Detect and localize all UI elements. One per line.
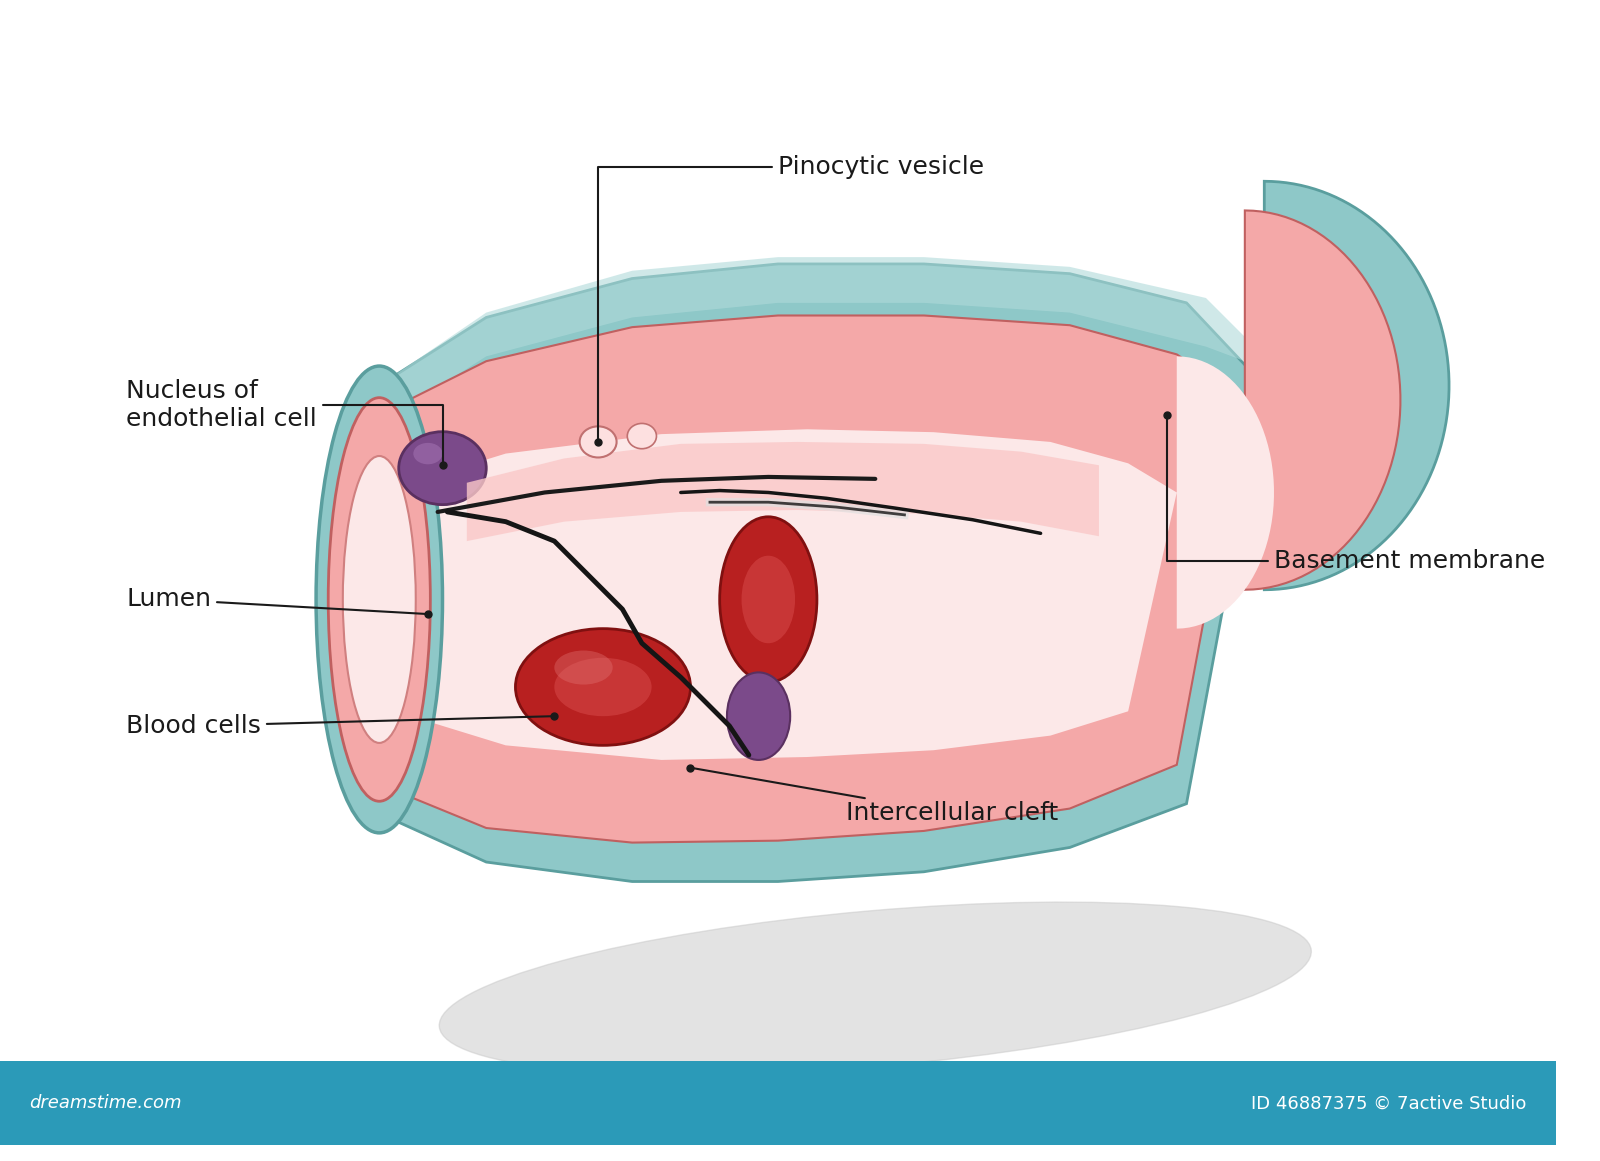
- Ellipse shape: [317, 366, 443, 832]
- Ellipse shape: [720, 517, 818, 683]
- Ellipse shape: [440, 902, 1312, 1075]
- Text: ID 46887375 © 7active Studio: ID 46887375 © 7active Studio: [1251, 1094, 1526, 1112]
- Polygon shape: [467, 442, 1099, 541]
- Polygon shape: [379, 181, 1450, 881]
- Ellipse shape: [328, 398, 430, 801]
- Text: Lumen: Lumen: [126, 587, 426, 614]
- Text: Blood cells: Blood cells: [126, 714, 552, 738]
- Polygon shape: [379, 257, 1283, 425]
- Ellipse shape: [741, 556, 795, 643]
- Text: dreamstime.com: dreamstime.com: [29, 1094, 182, 1112]
- Text: Basement membrane: Basement membrane: [1166, 418, 1546, 572]
- Bar: [0, 1061, 1557, 1145]
- Ellipse shape: [342, 456, 416, 743]
- Ellipse shape: [554, 650, 613, 685]
- Ellipse shape: [627, 424, 656, 448]
- Text: Pinocytic vesicle: Pinocytic vesicle: [598, 154, 984, 439]
- Ellipse shape: [726, 672, 790, 760]
- Text: Nucleus of
endothelial cell: Nucleus of endothelial cell: [126, 378, 443, 462]
- Text: Intercellular cleft: Intercellular cleft: [693, 769, 1058, 825]
- Ellipse shape: [579, 426, 616, 457]
- Ellipse shape: [515, 628, 691, 745]
- Ellipse shape: [413, 442, 443, 464]
- Ellipse shape: [398, 432, 486, 505]
- Polygon shape: [379, 356, 1274, 760]
- Ellipse shape: [554, 658, 651, 716]
- Polygon shape: [379, 210, 1400, 843]
